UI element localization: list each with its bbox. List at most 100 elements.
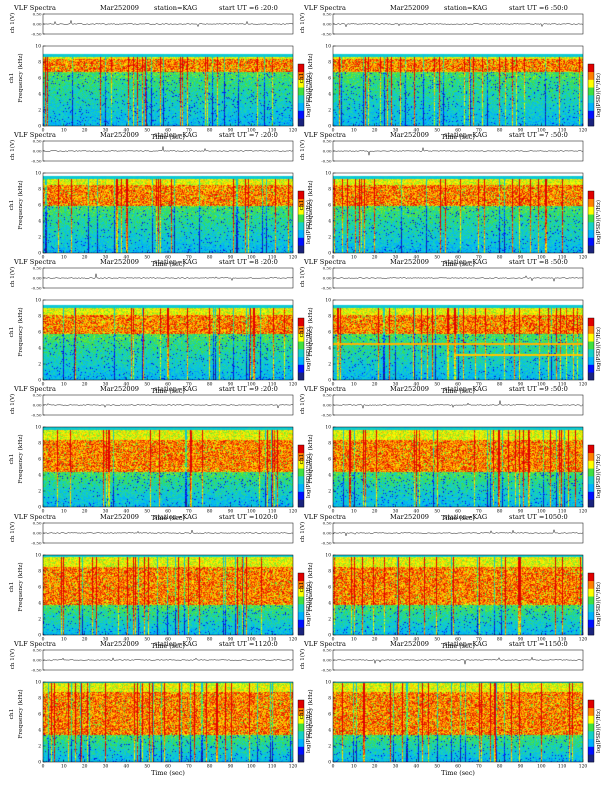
freq-tick-label: 4 — [38, 474, 41, 479]
frequency-axis-text: Frequency (kHz) — [308, 689, 314, 739]
time-tick-label: 80 — [207, 765, 213, 770]
time-axis-label: Time (sec) — [441, 133, 475, 141]
colorbar-segment — [588, 604, 594, 613]
title-label: VLF Spectra — [304, 513, 346, 521]
time-tick-label: 110 — [558, 256, 567, 261]
voltage-trace-line — [42, 146, 294, 153]
time-tick-label: 40 — [124, 383, 130, 388]
colorbar-segment — [298, 71, 304, 80]
time-tick-label: 60 — [455, 129, 461, 134]
time-tick-label: 70 — [186, 638, 192, 643]
frequency-axis-label: ch1 Frequency (kHz) — [6, 38, 30, 118]
colorbar-segment — [588, 341, 594, 350]
time-tick-label: 60 — [455, 383, 461, 388]
time-tick-label: 10 — [351, 256, 357, 261]
time-tick-label: 50 — [434, 129, 440, 134]
colorbar-segment — [298, 318, 304, 327]
time-tick-label: 90 — [518, 765, 524, 770]
channel-label: ch1 — [299, 453, 305, 465]
freq-tick-label: 0 — [328, 761, 331, 766]
spectrogram-heatmap — [43, 682, 293, 762]
time-tick-label: 20 — [372, 638, 378, 643]
frequency-axis-label: ch1 Frequency (kHz) — [6, 165, 30, 245]
voltage-axis-text: ch 1(V) — [10, 266, 16, 288]
freq-tick-label: 6 — [328, 331, 331, 336]
freq-tick-label: 0 — [38, 634, 41, 639]
spectrogram-image-holder — [43, 300, 293, 380]
title-date: Mar252009 — [390, 4, 430, 12]
time-tick-label: 80 — [497, 510, 503, 515]
voltage-tick-label: -0.50 — [31, 159, 42, 164]
voltage-axis-text: ch 1(V) — [300, 521, 306, 543]
colorbar-segment — [588, 237, 594, 246]
colorbar-segment — [588, 746, 594, 755]
time-tick-label: 60 — [455, 638, 461, 643]
time-tick-label: 50 — [144, 765, 150, 770]
colorbar-label-text: log(PSD)(V²/Hz) — [596, 200, 602, 244]
colorbar-segment — [298, 738, 304, 747]
colorbar — [297, 190, 305, 254]
freq-tick-label: 8 — [328, 442, 331, 447]
colorbar-segment — [298, 588, 304, 597]
frequency-axis-label: ch1 Frequency (kHz) — [296, 38, 320, 118]
time-tick-label: 30 — [103, 765, 109, 770]
colorbar-segment — [298, 206, 304, 215]
voltage-trace-line — [42, 273, 294, 282]
freq-tick-label: 0 — [38, 252, 41, 257]
freq-tick-label: 10 — [325, 681, 331, 686]
time-axis-label: Time (sec) — [441, 260, 475, 268]
voltage-trace-plot: 0.50 0.00 -0.50 — [321, 12, 584, 37]
colorbar-segment — [298, 754, 304, 763]
frequency-axis-label: ch1 Frequency (kHz) — [296, 674, 320, 754]
voltage-trace-line — [42, 529, 294, 534]
freq-tick-label: 6 — [328, 713, 331, 718]
colorbar-segment — [298, 95, 304, 104]
title-start-time: start UT =8 :20:0 — [219, 258, 278, 266]
voltage-axis-text: ch 1(V) — [300, 648, 306, 670]
frequency-axis-label: ch1 Frequency (kHz) — [296, 165, 320, 245]
time-tick-label: 20 — [372, 765, 378, 770]
colorbar-segment — [588, 102, 594, 111]
colorbar-frame — [587, 190, 595, 254]
colorbar-frame — [297, 699, 305, 763]
colorbar-segment — [298, 723, 304, 732]
time-tick-label: 20 — [82, 510, 88, 515]
colorbar-segment — [588, 95, 594, 104]
time-tick-label: 110 — [558, 765, 567, 770]
time-tick-label: 10 — [351, 638, 357, 643]
voltage-tick-label: 0.00 — [323, 403, 332, 408]
time-tick-label: 0 — [332, 256, 335, 261]
time-tick-label: 20 — [372, 510, 378, 515]
colorbar — [297, 63, 305, 127]
time-tick-label: 10 — [351, 510, 357, 515]
time-tick-label: 0 — [42, 129, 45, 134]
voltage-axis-label: ch 1(V) — [6, 139, 20, 161]
time-tick-label: 70 — [476, 383, 482, 388]
freq-tick-label: 6 — [328, 458, 331, 463]
time-tick-label: 10 — [61, 510, 67, 515]
time-tick-label: 110 — [558, 129, 567, 134]
voltage-tick-label: 0.00 — [33, 22, 42, 27]
colorbar-segment — [298, 596, 304, 605]
time-tick-label: 80 — [497, 256, 503, 261]
colorbar-segment — [588, 731, 594, 740]
time-tick-label: 70 — [186, 765, 192, 770]
freq-tick-label: 4 — [38, 93, 41, 98]
time-tick-label: 0 — [42, 638, 45, 643]
freq-tick-label: 4 — [328, 93, 331, 98]
voltage-tick-label: 0.50 — [33, 266, 42, 271]
frequency-axis-text: Frequency (kHz) — [18, 53, 24, 103]
voltage-axis-label: ch 1(V) — [6, 266, 20, 288]
frequency-axis-text: Frequency (kHz) — [308, 180, 314, 230]
colorbar-segment — [298, 731, 304, 740]
voltage-tick-label: -0.50 — [321, 32, 332, 37]
spectrogram-heatmap — [333, 173, 583, 253]
time-axis-label: Time (sec) — [151, 133, 185, 141]
time-tick-label: 20 — [82, 383, 88, 388]
colorbar-frame — [297, 63, 305, 127]
time-tick-label: 0 — [42, 765, 45, 770]
spectrogram-image-holder — [333, 682, 583, 762]
frequency-axis-text: Frequency (kHz) — [18, 562, 24, 612]
